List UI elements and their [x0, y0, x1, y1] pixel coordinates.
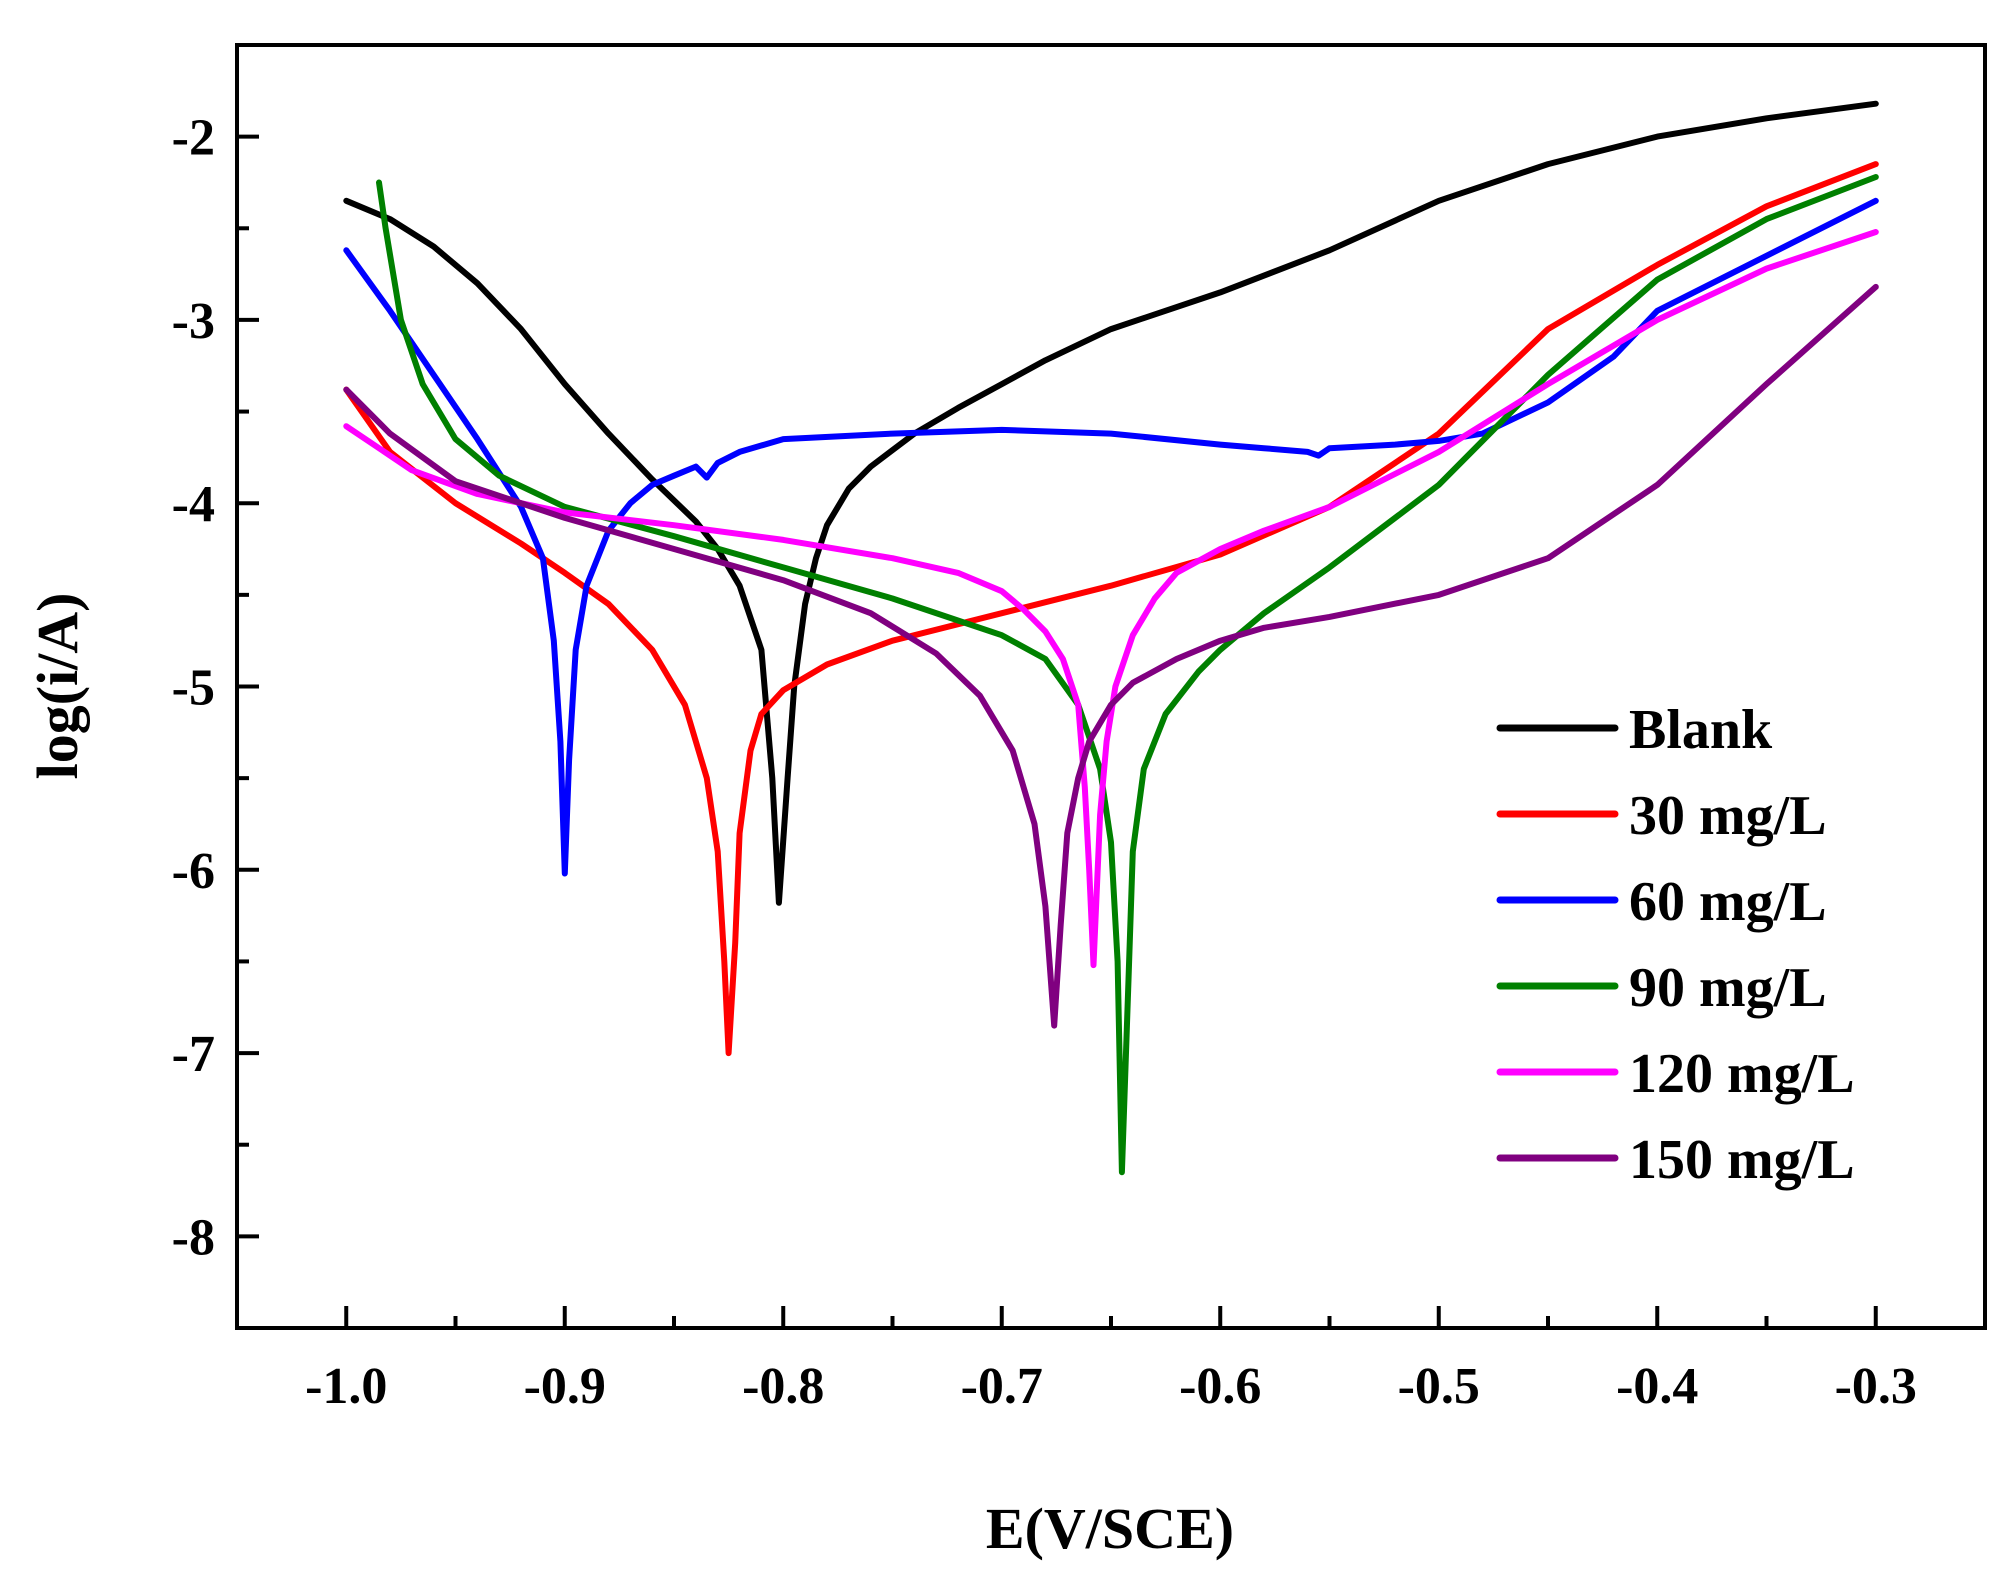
x-tick-label: -0.9	[524, 1358, 606, 1415]
x-axis-title: E(V/SCE)	[986, 1496, 1234, 1561]
series-line-3	[343, 197, 1879, 877]
y-tick-label: -5	[172, 660, 215, 717]
series-layer	[343, 100, 1879, 1176]
x-tick-label: -0.3	[1835, 1358, 1917, 1415]
series-line-1	[343, 100, 1879, 906]
legend: Blank 30 mg/L 60 mg/L 90 mg/L 120 mg/L 150 mg…	[1496, 699, 1855, 1191]
legend-label: 60 mg/L	[1629, 871, 1827, 933]
y-tick-label: -3	[172, 293, 215, 350]
y-tick-label: -7	[172, 1026, 215, 1083]
y-axis-ticks: -2 -3 -4 -5 -6 -7 -8	[172, 110, 259, 1266]
legend-label: Blank	[1629, 699, 1773, 761]
legend-label: 150 mg/L	[1629, 1129, 1855, 1191]
x-tick-label: -0.5	[1398, 1358, 1480, 1415]
x-axis-ticks: -1.0 -0.9 -0.8 -0.7 -0.6 -0.5 -0.4 -0.3	[305, 1306, 1917, 1415]
x-tick-label: -0.8	[742, 1358, 824, 1415]
y-tick-label: -4	[172, 476, 215, 533]
series-line-6	[343, 283, 1879, 1029]
y-axis-title: log(i/A)	[25, 593, 90, 780]
x-tick-label: -0.4	[1616, 1358, 1698, 1415]
legend-label: 90 mg/L	[1629, 957, 1827, 1019]
x-tick-label: -0.6	[1179, 1358, 1261, 1415]
legend-label: 30 mg/L	[1629, 785, 1827, 847]
x-tick-label: -1.0	[305, 1358, 387, 1415]
series-line-4	[376, 174, 1879, 1176]
y-tick-label: -8	[172, 1209, 215, 1266]
series-line-5	[343, 229, 1879, 969]
legend-label: 120 mg/L	[1629, 1043, 1855, 1105]
y-tick-label: -6	[172, 843, 215, 900]
y-tick-label: -2	[172, 110, 215, 167]
x-tick-label: -0.7	[961, 1358, 1043, 1415]
